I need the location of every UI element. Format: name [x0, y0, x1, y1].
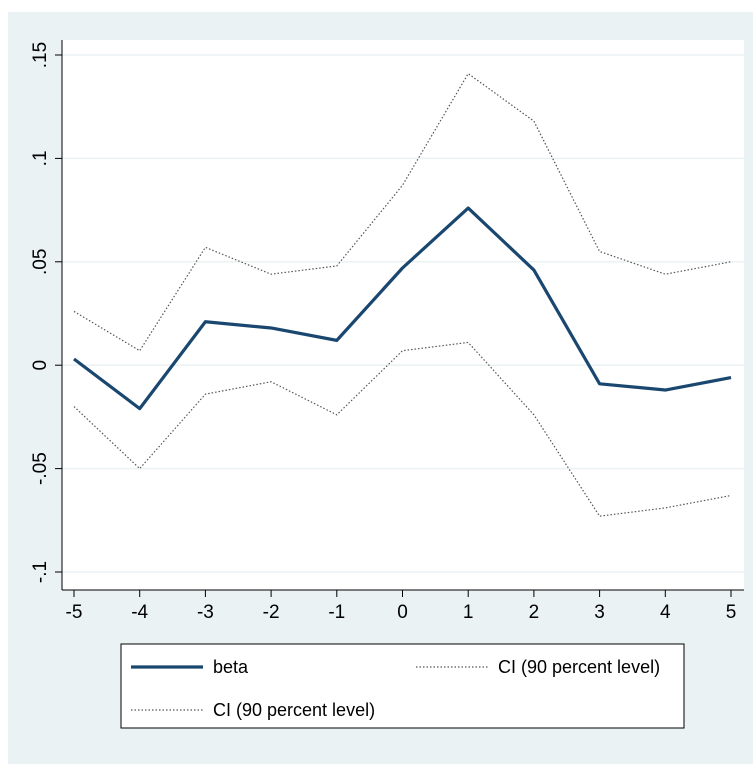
- x-axis-ticks: -5 -4 -3 -2 -1 0 1 2 3 4 5: [66, 590, 737, 623]
- x-tick-label: -2: [263, 602, 280, 623]
- y-axis-ticks: -.1 -.05 0 .05 .1 .15: [30, 42, 62, 583]
- series-line-beta: [73, 206, 732, 411]
- y-tick-label: -.05: [30, 452, 51, 485]
- series-line-ci-1: [73, 73, 732, 352]
- x-tick-label: 1: [463, 602, 474, 623]
- y-tick-label: -.1: [30, 561, 51, 583]
- x-tick-label: 0: [397, 602, 408, 623]
- y-tick-label: .05: [30, 249, 51, 275]
- series-lines: [73, 73, 732, 517]
- legend-label: CI (90 percent level): [498, 657, 660, 677]
- x-tick-label: 5: [726, 602, 737, 623]
- gridlines: [62, 54, 744, 573]
- series-line-ci-2: [73, 341, 732, 517]
- x-tick-label: 2: [529, 602, 540, 623]
- legend-label: CI (90 percent level): [213, 700, 375, 720]
- y-tick-label: .1: [30, 150, 51, 166]
- legend-box: [120, 643, 685, 729]
- x-tick-label: 4: [660, 602, 671, 623]
- x-tick-label: 3: [594, 602, 605, 623]
- x-tick-label: -1: [328, 602, 345, 623]
- x-tick-label: -4: [131, 602, 148, 623]
- y-tick-label: .15: [30, 42, 51, 68]
- y-tick-label: 0: [30, 360, 51, 371]
- x-tick-label: -3: [197, 602, 214, 623]
- x-tick-label: -5: [66, 602, 83, 623]
- plot-area: [62, 40, 744, 590]
- legend-label: beta: [213, 657, 249, 677]
- legend: beta CI (90 percent level) CI (90 percent …: [131, 657, 660, 720]
